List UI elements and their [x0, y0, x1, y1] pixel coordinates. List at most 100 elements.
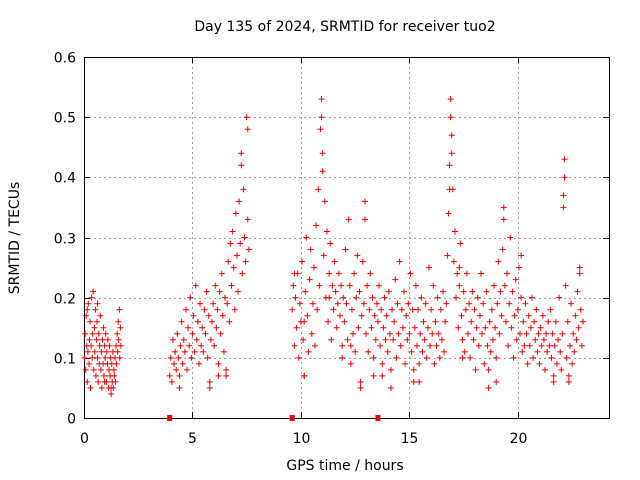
data-point [102, 330, 109, 337]
data-point [382, 336, 389, 343]
data-point [397, 342, 404, 349]
data-point [466, 300, 473, 307]
data-point [108, 384, 115, 391]
data-point [371, 312, 378, 319]
data-point [237, 240, 244, 247]
data-point [472, 366, 479, 373]
x-axis-label: GPS time / hours [286, 458, 403, 474]
data-point [317, 126, 324, 133]
data-point [455, 324, 462, 331]
data-point [354, 252, 361, 259]
data-point [325, 318, 332, 325]
data-point [292, 294, 299, 301]
data-point [573, 336, 580, 343]
data-point [574, 288, 581, 295]
data-point [88, 342, 95, 349]
data-point [458, 312, 465, 319]
data-point [406, 330, 413, 337]
data-point [486, 318, 493, 325]
data-point [494, 300, 501, 307]
data-point [553, 360, 560, 367]
y-tick-label: 0.3 [54, 232, 76, 248]
data-point [523, 330, 530, 337]
data-point [537, 324, 544, 331]
data-point [315, 186, 322, 193]
data-point [235, 288, 242, 295]
data-point [239, 270, 246, 277]
data-point [527, 324, 534, 331]
data-point [232, 210, 239, 217]
data-point [422, 300, 429, 307]
data-point [216, 288, 223, 295]
data-point [115, 318, 122, 325]
data-point [101, 378, 108, 385]
y-tick-label: 0.5 [54, 111, 76, 127]
data-point [383, 312, 390, 319]
data-point [378, 306, 385, 313]
data-point [208, 318, 215, 325]
data-point [245, 246, 252, 253]
data-point [291, 270, 298, 277]
data-point [414, 342, 421, 349]
x-tick-label: 5 [188, 431, 197, 447]
data-point [416, 360, 423, 367]
data-point [203, 288, 210, 295]
data-point [176, 372, 183, 379]
data-point [113, 360, 120, 367]
data-point [481, 360, 488, 367]
data-point [218, 270, 225, 277]
data-point [487, 348, 494, 355]
data-point [331, 258, 338, 265]
data-point [514, 306, 521, 313]
data-point [104, 336, 111, 343]
data-point [306, 276, 313, 283]
data-point [461, 348, 468, 355]
data-point [355, 324, 362, 331]
data-point [114, 330, 121, 337]
data-point [570, 330, 577, 337]
data-point [224, 300, 231, 307]
data-point [357, 378, 364, 385]
data-point [498, 312, 505, 319]
data-point [560, 192, 567, 199]
data-point [308, 330, 315, 337]
data-point [92, 372, 99, 379]
data-point [241, 234, 248, 241]
data-point [85, 360, 92, 367]
data-point [437, 306, 444, 313]
data-point [427, 342, 434, 349]
data-point [451, 228, 458, 235]
y-tick-label: 0.6 [54, 51, 76, 67]
data-point [535, 330, 542, 337]
data-point [543, 330, 550, 337]
data-point [360, 300, 367, 307]
data-point [538, 342, 545, 349]
data-point [225, 258, 232, 265]
data-point [380, 324, 387, 331]
data-point [204, 354, 211, 361]
data-point [564, 318, 571, 325]
data-point [336, 312, 343, 319]
data-point [302, 288, 309, 295]
data-point [351, 270, 358, 277]
data-point [390, 336, 397, 343]
data-point [338, 282, 345, 289]
data-point [206, 384, 213, 391]
data-point [504, 270, 511, 277]
data-point [419, 348, 426, 355]
data-point [219, 312, 226, 319]
data-point [182, 306, 189, 313]
data-point [363, 330, 370, 337]
data-point [399, 324, 406, 331]
data-point [400, 288, 407, 295]
data-point [244, 126, 251, 133]
data-point [181, 348, 188, 355]
data-point [233, 252, 240, 259]
data-point [505, 342, 512, 349]
y-axis-label: SRMTID / TECUs [7, 182, 23, 295]
baseline-marker [289, 415, 295, 421]
data-point [377, 342, 384, 349]
data-point [290, 282, 297, 289]
data-point [431, 360, 438, 367]
data-point [358, 312, 365, 319]
